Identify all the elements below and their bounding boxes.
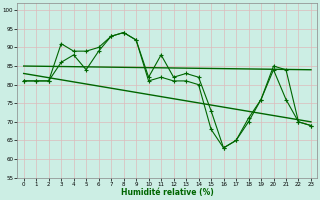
X-axis label: Humidité relative (%): Humidité relative (%) (121, 188, 214, 197)
